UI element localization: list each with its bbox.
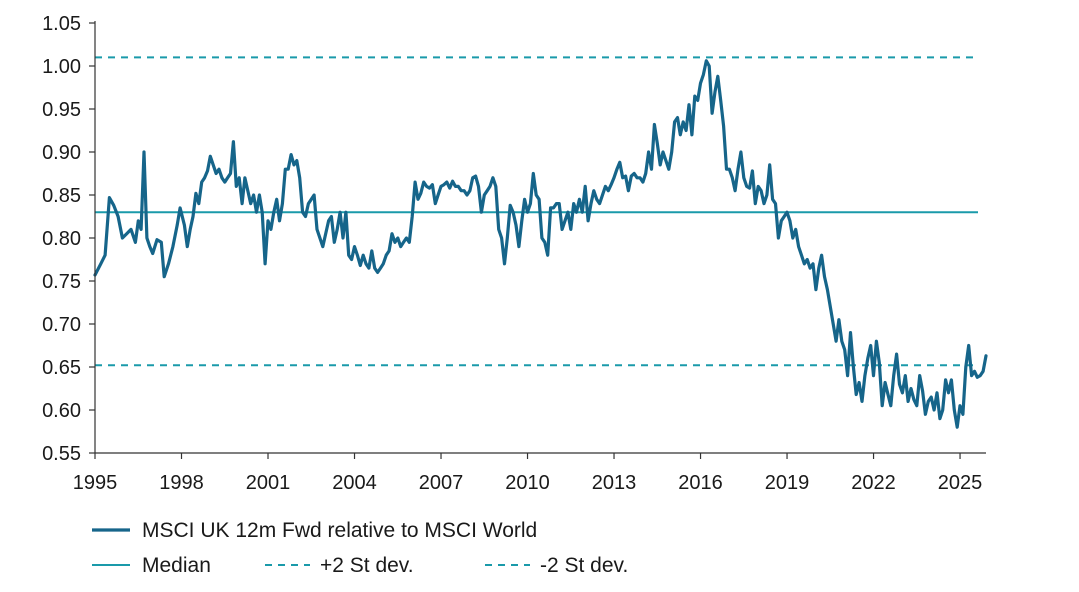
x-tick-label: 2025: [938, 472, 983, 494]
y-tick-label: 0.95: [42, 99, 81, 121]
x-tick-label: 2001: [246, 472, 291, 494]
y-tick-label: 1.00: [42, 56, 81, 78]
y-tick-label: 0.80: [42, 228, 81, 250]
legend-label-series: MSCI UK 12m Fwd relative to MSCI World: [142, 519, 537, 542]
legend-item-plus-2-sd: +2 St dev.: [265, 554, 414, 577]
x-tick-label: 1998: [159, 472, 204, 494]
x-tick-label: 2016: [678, 472, 723, 494]
legend-item-median: Median: [92, 554, 211, 577]
legend-item-minus-2-sd: -2 St dev.: [485, 554, 628, 577]
x-axis-ticks: 1995 1998 2001 2004 2007 2010 2013 2016 2019 2022…: [73, 453, 983, 494]
x-tick-label: 2022: [851, 472, 896, 494]
reference-lines: [95, 56, 978, 367]
y-tick-label: 0.70: [42, 314, 81, 336]
y-tick-label: 0.55: [42, 443, 81, 465]
series-line-msci-uk-relative: [93, 59, 988, 429]
y-axis-ticks: 0.55 0.60 0.65 0.70 0.75 0.80 0.85 0.90 0.95 1.00…: [42, 13, 95, 465]
x-tick-label: 2013: [592, 472, 637, 494]
legend-label-plus-2-sd: +2 St dev.: [320, 554, 414, 577]
legend-label-median: Median: [142, 554, 211, 577]
y-tick-label: 0.75: [42, 271, 81, 293]
y-tick-label: 0.85: [42, 185, 81, 207]
y-tick-label: 0.90: [42, 142, 81, 164]
x-tick-label: 1995: [73, 472, 118, 494]
legend-item-series: MSCI UK 12m Fwd relative to MSCI World: [92, 519, 537, 542]
y-tick-label: 1.05: [42, 13, 81, 35]
legend-label-minus-2-sd: -2 St dev.: [540, 554, 628, 577]
x-tick-label: 2010: [505, 472, 550, 494]
y-tick-label: 0.60: [42, 400, 81, 422]
x-tick-label: 2007: [419, 472, 464, 494]
legend: MSCI UK 12m Fwd relative to MSCI World M…: [92, 519, 628, 577]
series-layer: [93, 59, 988, 429]
y-tick-label: 0.65: [42, 357, 81, 379]
axes: [94, 21, 986, 454]
x-tick-label: 2019: [765, 472, 810, 494]
x-tick-label: 2004: [332, 472, 377, 494]
